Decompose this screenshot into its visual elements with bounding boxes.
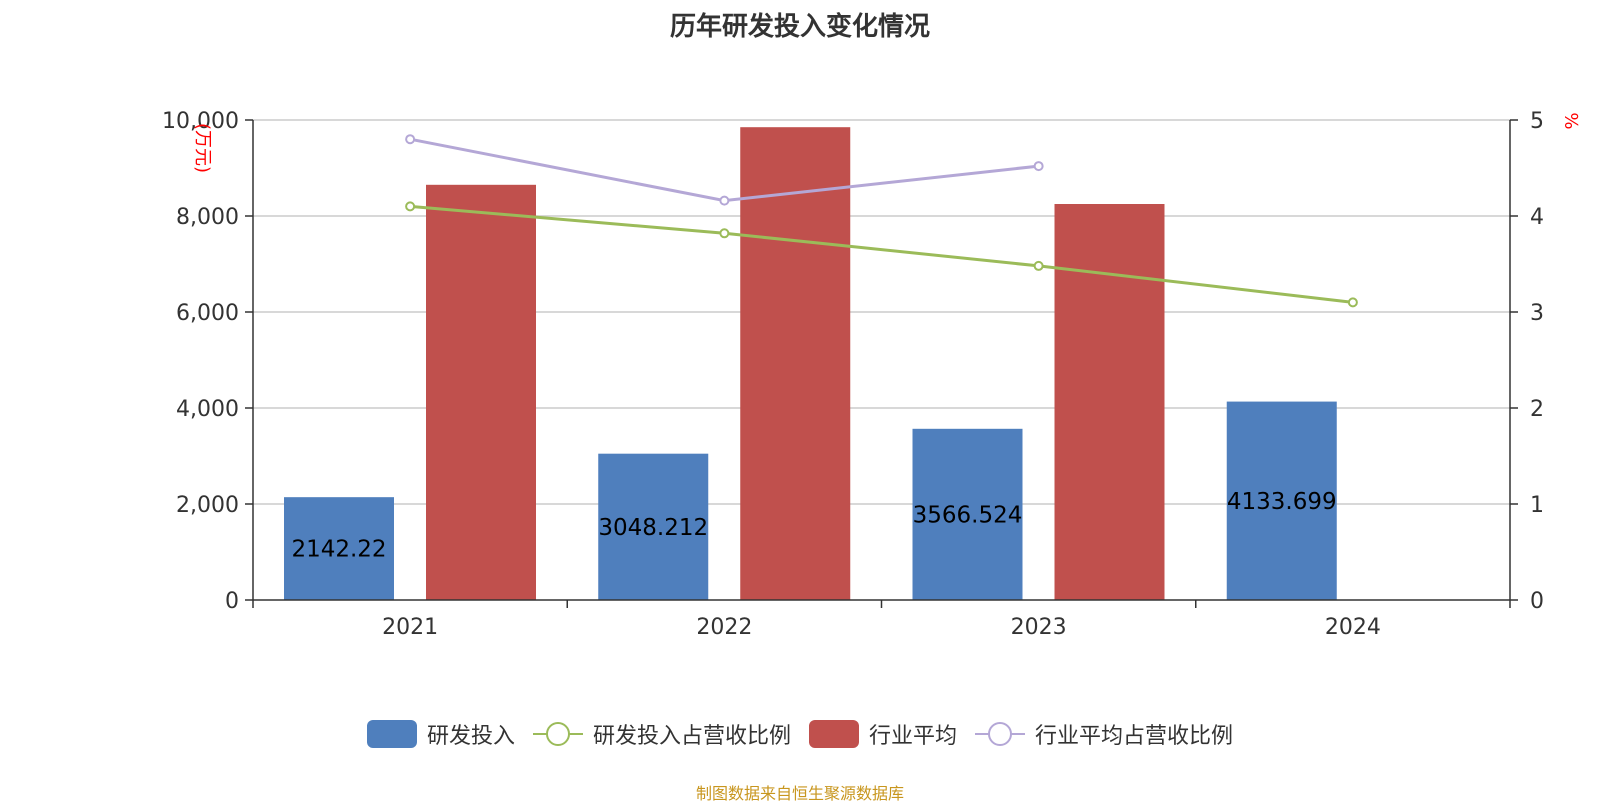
x-tick-label: 2022 — [696, 615, 752, 640]
legend-item[interactable]: 研发投入 — [366, 718, 515, 750]
right-tick-label: 0 — [1530, 589, 1544, 614]
x-tick-label: 2023 — [1011, 615, 1067, 640]
bar-data-label: 3048.212 — [598, 515, 708, 541]
bar-industry-avg — [1054, 204, 1165, 600]
right-tick-label: 5 — [1530, 109, 1544, 134]
rd-ratio-line — [409, 204, 1354, 304]
left-tick-label: 0 — [225, 589, 239, 614]
chart-title: 历年研发投入变化情况 — [669, 12, 930, 42]
legend-label: 研发投入占营收比例 — [592, 724, 791, 749]
rd-ratio-point — [719, 228, 730, 239]
bar-rd-investment — [598, 453, 709, 600]
left-tick-label: 2,000 — [176, 493, 239, 518]
left-tick-label: 6,000 — [176, 301, 239, 326]
axes: 0 2,000 4,000 6,000 8,000 10,000 0 1 2 3 4 5 (万元)% 20… — [162, 109, 1583, 640]
legend-label: 研发投入 — [426, 724, 515, 749]
legend: 研发投入 研发投入占营收比例 行业平均 行业平均占营收比例 — [0, 718, 1600, 750]
data-labels: 2142.22 3048.212 3566.524 4133.699 — [291, 489, 1336, 563]
bar-industry-avg — [740, 127, 851, 600]
industry-ratio-point — [1033, 161, 1044, 172]
legend-line-swatch — [975, 722, 1026, 746]
bar-data-label: 2142.22 — [291, 537, 386, 563]
bar-rd-investment — [284, 497, 394, 600]
rd-ratio-point — [1347, 297, 1358, 308]
legend-bar-swatch — [809, 720, 859, 748]
legend-item[interactable]: 行业平均占营收比例 — [975, 718, 1233, 750]
left-tick-label: 4,000 — [176, 397, 239, 422]
industry-ratio-point — [719, 195, 730, 206]
legend-item[interactable]: 行业平均 — [809, 718, 957, 750]
right-tick-label: 3 — [1530, 301, 1544, 326]
bar-industry-avg — [426, 184, 536, 601]
rd-ratio-point — [1033, 260, 1044, 271]
x-tick-label: 2021 — [382, 615, 438, 640]
legend-line-swatch — [532, 722, 583, 746]
bars — [284, 127, 1337, 601]
x-tick-label: 2024 — [1325, 615, 1381, 640]
bar-rd-investment — [1226, 401, 1337, 600]
legend-bar-swatch — [366, 720, 417, 748]
lines — [405, 134, 1358, 308]
right-tick-label: 1 — [1530, 493, 1544, 518]
bar-data-label: 4133.699 — [1227, 489, 1337, 515]
source-note: 制图数据来自恒生聚源数据库 — [695, 784, 904, 803]
rd-ratio-point — [405, 201, 416, 212]
left-axis-unit: (万元) — [192, 123, 213, 173]
right-axis-unit: % — [1562, 112, 1583, 129]
industry-ratio-point — [405, 134, 416, 145]
right-tick-label: 4 — [1530, 205, 1544, 230]
bar-data-label: 3566.524 — [913, 502, 1023, 528]
right-tick-label: 2 — [1530, 397, 1544, 422]
left-tick-label: 10,000 — [162, 109, 239, 134]
legend-label: 行业平均 — [869, 724, 958, 749]
legend-label: 行业平均占营收比例 — [1035, 724, 1234, 749]
left-tick-label: 8,000 — [176, 205, 239, 230]
legend-item[interactable]: 研发投入占营收比例 — [532, 718, 791, 750]
bar-rd-investment — [912, 428, 1023, 600]
